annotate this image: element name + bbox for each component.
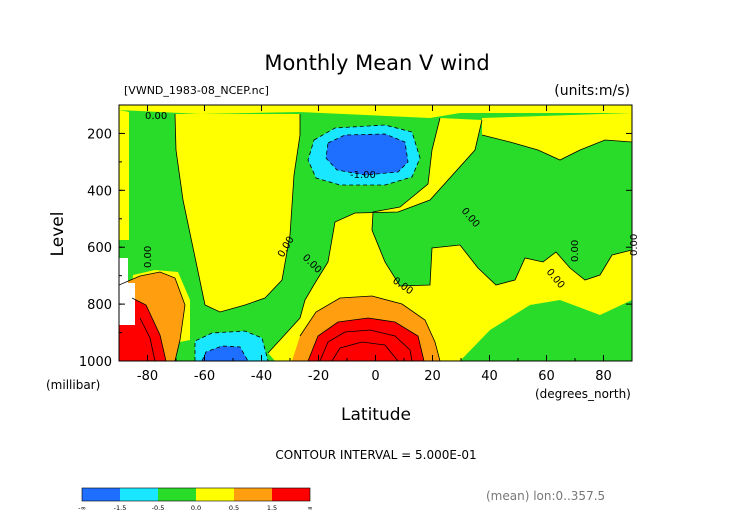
field-red-lower-center: [308, 318, 424, 361]
colorbar-swatch: [82, 488, 120, 501]
colorbar-label: -0.5: [152, 504, 165, 512]
x-ticks: -80 -60 -40 -20 0 20 40 60 80: [118, 105, 633, 384]
contour-zero-upper-left: [174, 113, 301, 313]
missing-data-area: [119, 258, 135, 325]
contour-plus-center-3: [319, 329, 413, 361]
contour-label-10: 0.00: [629, 234, 640, 256]
contour-plus-left-3: [139, 317, 156, 361]
contour-plus-center-4: [331, 341, 399, 361]
x-tick-label: -60: [194, 369, 215, 384]
colorbar-swatch: [234, 488, 272, 501]
x-tick-label: 60: [538, 369, 555, 384]
file-label: [VWND_1983-08_NCEP.nc]: [124, 84, 269, 97]
y-tick-label: 400: [87, 184, 112, 199]
colorbar: -∞ -1.5 -0.5 0.0 0.5 1.5 ∞: [78, 487, 313, 512]
contour-plus-left-2: [131, 297, 167, 361]
y-ticks: 200 400 600 800 1000: [79, 104, 632, 370]
contour-minus-one: [325, 133, 409, 176]
y-tick-label: 800: [87, 298, 112, 313]
contour-label-1: 0.00: [145, 111, 167, 122]
contour-label-9: 0.00: [570, 240, 581, 262]
contour-plus-left-1: [119, 271, 186, 361]
colorbar-frame: [81, 487, 311, 502]
x-axis-label: Latitude: [341, 405, 411, 425]
plot-area: [119, 105, 632, 361]
colorbar-swatch: [120, 488, 158, 501]
field-yellow-top-strip: [119, 105, 632, 118]
colorbar-label: 0.0: [191, 504, 201, 512]
y-axis-label: Level: [48, 212, 68, 257]
y-tick-label: 200: [87, 127, 112, 142]
colorbar-swatch: [158, 488, 196, 501]
field-blue-upper-jet: [326, 134, 408, 175]
colorbar-swatch: [196, 488, 234, 501]
colorbar-label: 0.5: [229, 504, 239, 512]
contour-zero-right: [481, 134, 632, 161]
colorbar-swatch: [272, 488, 310, 501]
colorbar-label: -1.5: [114, 504, 127, 512]
contour-minus-lower-south: [194, 330, 269, 361]
contour-minus-lower-south-inner: [201, 345, 249, 361]
field-yellow-left-tongue: [175, 114, 300, 312]
x-tick-label: 40: [481, 369, 498, 384]
contour-label-3: 0.00: [143, 246, 154, 268]
y-tick-label: 600: [87, 241, 112, 256]
x-tick-label: 0: [371, 369, 379, 384]
units-label: (units:m/s): [554, 83, 630, 99]
contour-interval-text: CONTOUR INTERVAL = 5.000E-01: [275, 448, 476, 462]
contour-lines: [119, 113, 632, 361]
x-tick-label: -40: [251, 369, 272, 384]
chart-title: Monthly Mean V wind: [264, 51, 489, 75]
mean-note: (mean) lon:0..357.5: [486, 489, 605, 503]
x-tick-label: -20: [308, 369, 329, 384]
x-tick-label: 20: [424, 369, 441, 384]
contour-label-2: -1.00: [350, 170, 376, 181]
y-tick-label: 1000: [79, 355, 112, 370]
y-axis-unit: (millibar): [46, 378, 100, 392]
field-yellow-left-strip: [119, 110, 129, 240]
contour-zero-mid: [267, 119, 483, 354]
x-tick-label: -80: [137, 369, 158, 384]
colorbar-label: ∞: [307, 504, 312, 512]
contour-plus-center-1: [299, 295, 441, 361]
x-tick-label: 80: [595, 369, 612, 384]
colorbar-label: 1.5: [267, 504, 277, 512]
contour-zero-center: [371, 117, 632, 287]
contour-plus-center-2: [307, 317, 425, 361]
colorbar-label: -∞: [78, 504, 86, 512]
contour-minus-half: [307, 124, 421, 186]
x-axis-unit: (degrees_north): [535, 387, 631, 401]
field-blue-lower-south: [202, 346, 248, 361]
field-yellow-right-strip: [482, 113, 632, 160]
